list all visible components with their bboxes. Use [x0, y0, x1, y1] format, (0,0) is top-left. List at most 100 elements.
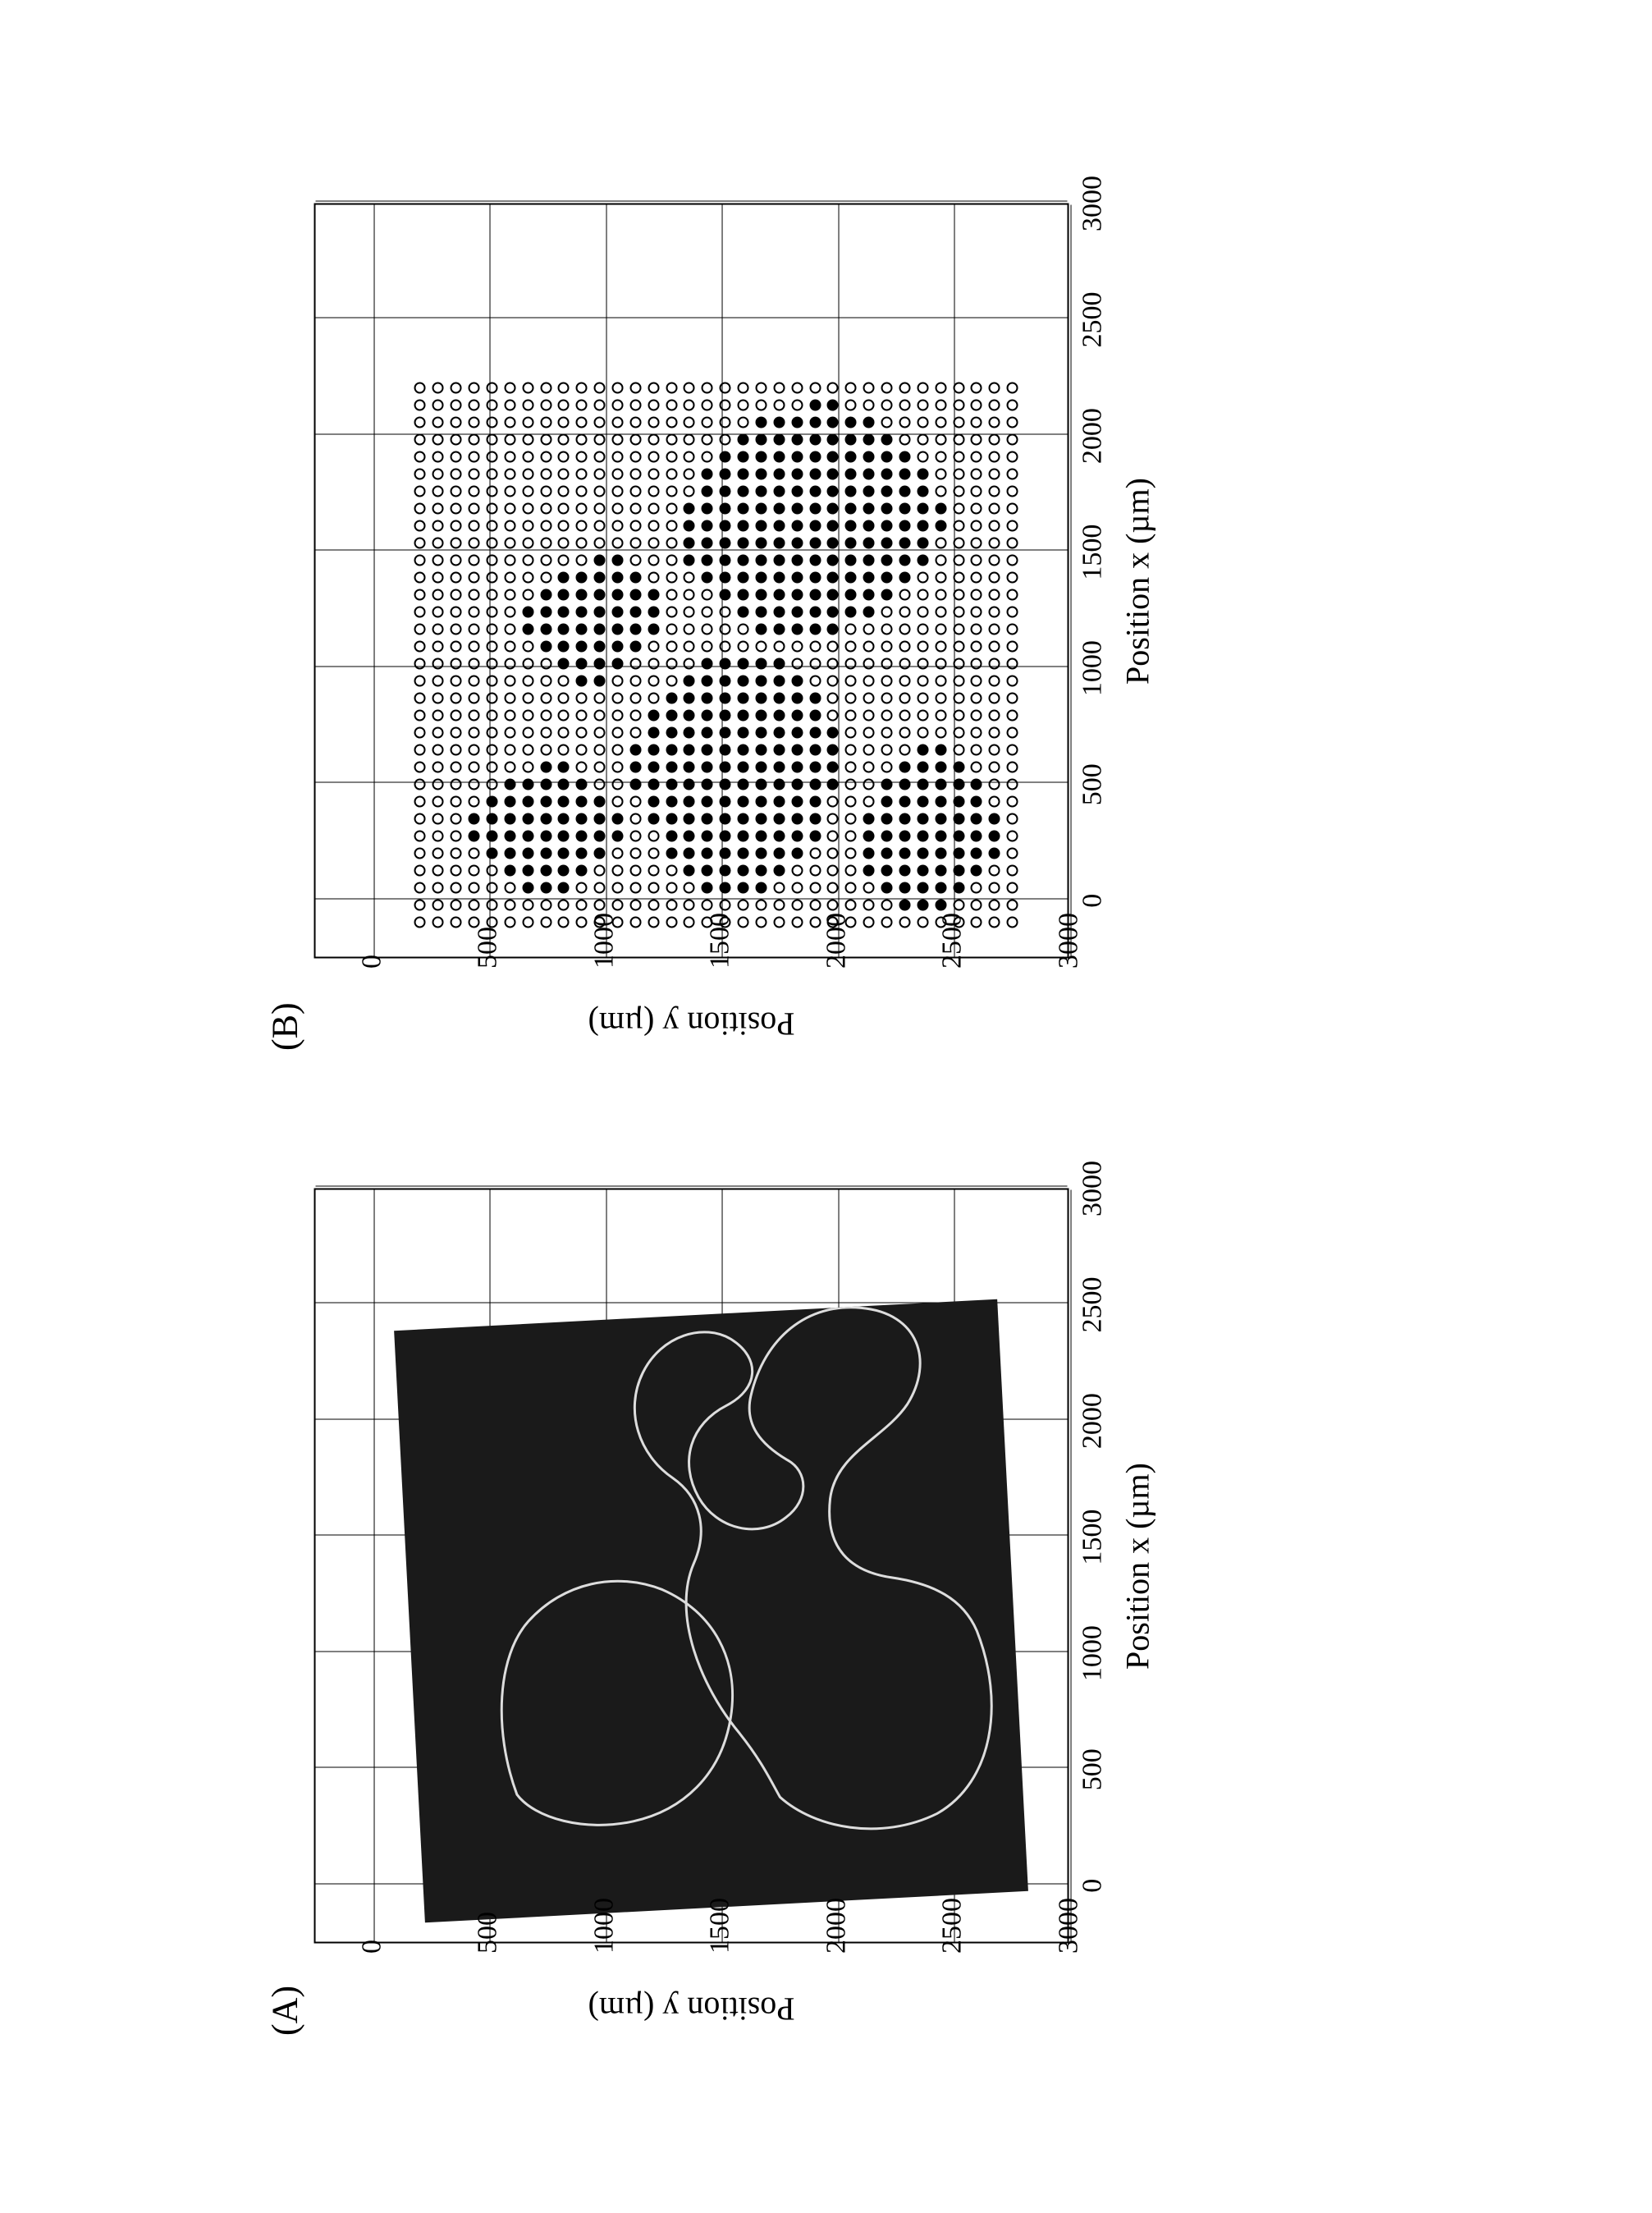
scatter-point-solid: [522, 796, 533, 808]
scatter-point-open: [558, 745, 570, 756]
scatter-point-open: [666, 658, 677, 670]
scatter-point-solid: [773, 745, 785, 756]
scatter-point-open: [504, 520, 515, 531]
scatter-point-open: [629, 848, 641, 859]
scatter-point-solid: [845, 555, 857, 566]
scatter-point-open: [827, 796, 839, 808]
xtick-label: 2500: [1078, 292, 1109, 348]
scatter-point-open: [1007, 641, 1018, 653]
scatter-point-open: [899, 676, 911, 687]
scatter-point-open: [576, 900, 588, 911]
scatter-point-open: [504, 607, 515, 618]
scatter-point-solid: [773, 416, 785, 428]
scatter-point-solid: [809, 433, 821, 445]
scatter-point-solid: [504, 796, 515, 808]
scatter-point-open: [971, 676, 982, 687]
scatter-point-open: [522, 537, 533, 548]
scatter-point-solid: [756, 624, 767, 635]
scatter-point-solid: [486, 848, 497, 859]
scatter-point-solid: [522, 865, 533, 877]
scatter-point-solid: [756, 796, 767, 808]
scatter-point-open: [917, 710, 928, 722]
scatter-point-open: [863, 762, 875, 773]
scatter-point-solid: [881, 572, 893, 584]
scatter-point-open: [432, 882, 444, 894]
panel-a-ytitle: Position y (µm): [588, 1991, 795, 2029]
scatter-point-open: [594, 693, 606, 704]
scatter-point-solid: [953, 796, 964, 808]
gridline-v: [316, 1186, 1068, 1187]
scatter-point-open: [809, 658, 821, 670]
scatter-point-open: [540, 572, 551, 584]
scatter-point-open: [971, 589, 982, 601]
scatter-point-solid: [720, 779, 731, 790]
scatter-point-solid: [702, 882, 713, 894]
scatter-point-open: [899, 624, 911, 635]
scatter-point-open: [845, 676, 857, 687]
scatter-point-open: [540, 693, 551, 704]
scatter-point-open: [629, 433, 641, 445]
scatter-point-open: [576, 882, 588, 894]
scatter-point-open: [863, 399, 875, 410]
scatter-point-open: [1007, 848, 1018, 859]
scatter-point-open: [414, 624, 426, 635]
scatter-point-solid: [917, 882, 928, 894]
scatter-point-solid: [702, 745, 713, 756]
scatter-point-open: [827, 865, 839, 877]
scatter-point-open: [451, 624, 462, 635]
scatter-point-solid: [720, 848, 731, 859]
scatter-point-solid: [540, 607, 551, 618]
scatter-point-solid: [809, 779, 821, 790]
scatter-point-open: [881, 676, 893, 687]
scatter-point-open: [720, 382, 731, 393]
scatter-point-solid: [684, 676, 695, 687]
scatter-point-open: [629, 865, 641, 877]
scatter-point-open: [953, 710, 964, 722]
scatter-point-open: [809, 641, 821, 653]
scatter-point-solid: [594, 796, 606, 808]
scatter-point-open: [845, 865, 857, 877]
scatter-point-open: [648, 537, 659, 548]
scatter-point-solid: [594, 641, 606, 653]
scatter-point-open: [720, 607, 731, 618]
scatter-point-solid: [558, 848, 570, 859]
scatter-point-solid: [756, 416, 767, 428]
scatter-point-solid: [827, 727, 839, 739]
scatter-point-solid: [863, 848, 875, 859]
scatter-point-open: [809, 917, 821, 928]
scatter-point-solid: [576, 831, 588, 842]
scatter-point-open: [917, 641, 928, 653]
scatter-point-solid: [648, 589, 659, 601]
scatter-point-open: [917, 676, 928, 687]
scatter-point-open: [953, 537, 964, 548]
scatter-point-solid: [522, 882, 533, 894]
scatter-point-open: [486, 451, 497, 462]
scatter-point-open: [414, 572, 426, 584]
scatter-point-open: [684, 658, 695, 670]
scatter-point-solid: [558, 779, 570, 790]
scatter-point-solid: [558, 762, 570, 773]
scatter-point-solid: [756, 762, 767, 773]
scatter-point-open: [540, 900, 551, 911]
panel-a-xtitle: Position x (µm): [1119, 1463, 1157, 1670]
scatter-point-open: [432, 831, 444, 842]
scatter-point-open: [469, 900, 480, 911]
scatter-point-solid: [756, 468, 767, 479]
scatter-point-solid: [773, 813, 785, 825]
scatter-point-open: [989, 710, 1000, 722]
scatter-point-solid: [558, 572, 570, 584]
scatter-point-solid: [917, 831, 928, 842]
scatter-point-solid: [827, 520, 839, 531]
scatter-point-solid: [863, 485, 875, 497]
scatter-point-open: [414, 693, 426, 704]
scatter-point-open: [504, 641, 515, 653]
scatter-point-open: [576, 745, 588, 756]
scatter-point-solid: [666, 831, 677, 842]
scatter-point-solid: [702, 485, 713, 497]
scatter-point-open: [648, 658, 659, 670]
scatter-point-open: [738, 416, 749, 428]
scatter-point-solid: [504, 779, 515, 790]
scatter-point-solid: [881, 589, 893, 601]
scatter-point-open: [666, 676, 677, 687]
scatter-point-solid: [594, 676, 606, 687]
